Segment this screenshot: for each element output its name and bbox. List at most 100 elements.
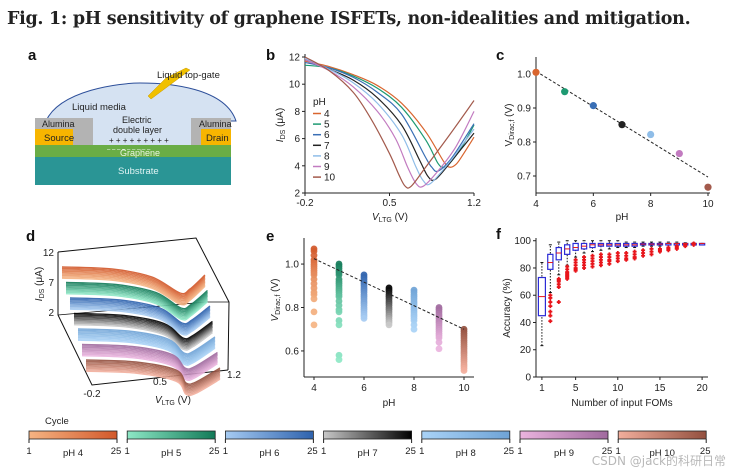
waterfall-curve-pH-9: [81, 346, 218, 373]
alumina-left-side: [73, 129, 93, 145]
data-point-pH-4: [532, 68, 540, 76]
label-liquid-media: Liquid media: [72, 102, 127, 113]
y-tick-label: 0.6: [285, 346, 299, 357]
waterfall-curve-pH-7: [73, 324, 213, 351]
x-tick-label: 6: [591, 199, 597, 210]
device-schematic: Liquid top-gate Liquid media Alumina Alu…: [35, 67, 237, 185]
waterfall-curve-pH-7: [73, 314, 213, 341]
waterfall-curve-pH-8: [77, 333, 216, 361]
watermark: CSDN @jack的科研日常: [591, 454, 726, 468]
data-point-pH-8: [410, 325, 418, 333]
data-point-pH-6: [360, 314, 368, 322]
fit-line: [313, 258, 465, 330]
outlier-16: [666, 248, 671, 253]
legend-label-pH-5: 5: [324, 120, 330, 131]
alumina-right-side: [191, 129, 201, 145]
y-tick-label: 40: [520, 318, 532, 329]
waterfall-curve-pH-4: [61, 273, 206, 302]
data-point-pH-7: [385, 321, 393, 329]
data-point-pH-8: [647, 130, 655, 139]
waterfall-curve-pH-7: [73, 321, 213, 348]
substrate-layer: [35, 157, 231, 185]
waterfall-curve-pH-4: [61, 270, 206, 299]
waterfall-curve-pH-4: [61, 267, 206, 296]
x-tick-label: 10: [702, 199, 714, 210]
outlier-12: [632, 256, 637, 261]
outlier-8: [598, 263, 603, 268]
legend-label-pH-6: 6: [324, 130, 330, 141]
outlier-14: [649, 252, 654, 257]
outlier-15: [657, 249, 662, 254]
colorbar-max-label: 25: [209, 446, 220, 457]
waterfall-curve-pH-4: [61, 271, 206, 300]
minus-charges: – – – – – – – – –: [107, 147, 151, 153]
x-axis-label: pH: [616, 212, 629, 223]
waterfall-curve-pH-9: [81, 345, 218, 372]
y-axis-label: IDS (μA): [275, 108, 287, 142]
data-point-pH-6: [589, 102, 597, 110]
waterfall-curve-pH-5: [65, 281, 208, 310]
waterfall-curve-pH-7: [73, 315, 213, 343]
colorbar-min-label: 1: [26, 446, 31, 457]
panel-letter-d: d: [26, 228, 36, 245]
x-tick-label: 10: [612, 383, 624, 394]
y-tick-label: 20: [520, 345, 532, 356]
box-7: [589, 242, 596, 249]
y-tick-label: 2: [294, 189, 300, 200]
outlier-18: [683, 244, 688, 249]
series-line-pH-6: [304, 61, 475, 173]
y-tick-label: 0.9: [517, 104, 531, 115]
data-point-pH-9: [675, 149, 683, 158]
label-drain: Drain: [206, 133, 229, 144]
colorbar-pH-5: [126, 430, 216, 440]
alumina-left: [35, 118, 93, 129]
outlier-2: [548, 309, 553, 314]
x-tick-label: 0.5: [383, 198, 397, 209]
x-tick-label: 5: [573, 383, 579, 394]
colorbar-min-label: 1: [321, 446, 326, 457]
colorbar-label: pH 6: [259, 448, 279, 459]
legend-title: pH: [313, 97, 326, 108]
label-source: Source: [44, 133, 74, 144]
outlier-3: [556, 285, 561, 290]
source-electrode: [35, 129, 73, 145]
panel-letter-c: c: [496, 47, 505, 64]
x-axis-label: VLTG (V): [155, 395, 191, 407]
waterfall-curve-pH-4: [61, 277, 206, 306]
waterfall-curve-pH-7: [73, 319, 213, 347]
data-point-pH-9: [435, 338, 443, 346]
colorbar-title: Cycle: [45, 416, 69, 427]
waterfall-curve-pH-8: [77, 336, 216, 364]
colorbar-label: pH 7: [358, 448, 378, 459]
waterfall-curve-pH-8: [77, 328, 216, 355]
waterfall-curve-pH-4: [61, 276, 206, 305]
waterfall-curve-pH-5: [65, 288, 208, 317]
liquid-well: [93, 118, 191, 145]
graphene-layer: [35, 145, 231, 157]
y-axis-label: IDS (μA): [34, 267, 46, 301]
box-frame-back: [57, 237, 230, 371]
plus-charges: + + + + + + + + +: [109, 136, 169, 145]
legend-label-pH-9: 9: [324, 162, 330, 173]
outlier-2: [548, 295, 553, 300]
data-point-pH-10: [460, 367, 468, 374]
x-tick-label: 6: [361, 383, 367, 394]
x-tick-label: 1: [539, 383, 545, 394]
waterfall-curve-pH-6: [69, 301, 211, 329]
x-tick-label: 1.2: [227, 370, 241, 381]
series-line-pH-10: [304, 56, 475, 189]
label-graphene: Graphene: [120, 148, 160, 158]
x-tick-label: 20: [697, 383, 709, 394]
y-tick-label: 6: [294, 134, 300, 145]
waterfall-curve-pH-10: [85, 370, 221, 397]
x-tick-label: 8: [411, 383, 417, 394]
colorbar-max-label: 25: [405, 446, 416, 457]
series-line-pH-9: [304, 59, 475, 188]
colorbar-pH-10: [617, 430, 707, 440]
label-substrate: Substrate: [118, 166, 159, 177]
waterfall-curve-pH-6: [69, 305, 211, 333]
waterfall-curve-pH-8: [77, 332, 216, 359]
colorbar-min-label: 1: [517, 446, 522, 457]
